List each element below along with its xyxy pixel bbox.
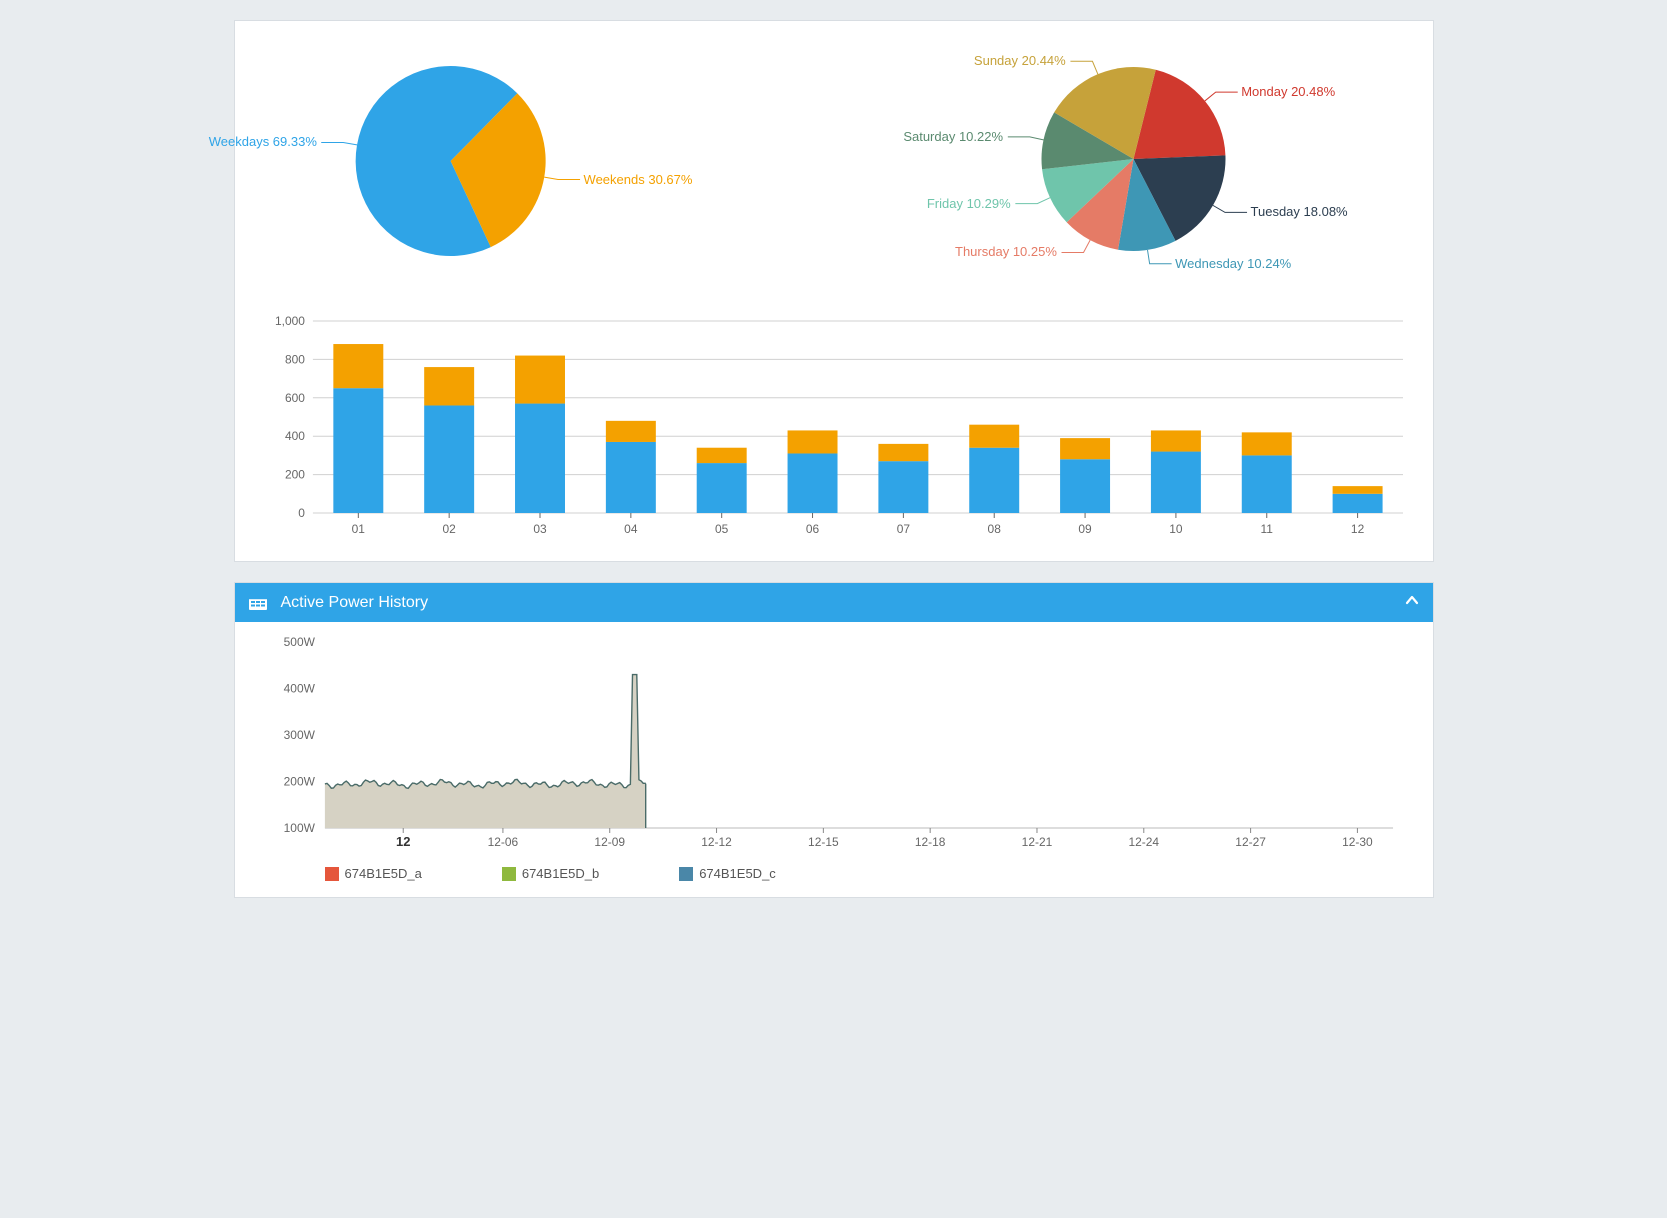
y-axis-label: 600 xyxy=(284,391,304,405)
x-axis-label: 12-30 xyxy=(1342,835,1373,849)
pie-slice-label: Sunday 20.44% xyxy=(974,53,1066,68)
x-axis-label: 04 xyxy=(624,522,638,536)
collapse-icon[interactable] xyxy=(1405,593,1419,612)
legend-item[interactable]: 674B1E5D_c xyxy=(679,866,776,881)
x-axis-label: 12-06 xyxy=(487,835,518,849)
legend-item[interactable]: 674B1E5D_b xyxy=(502,866,599,881)
pie-weekdays-weekends: Weekdays 69.33%Weekends 30.67% xyxy=(235,41,834,281)
area-fill xyxy=(324,675,645,828)
bar-segment[interactable] xyxy=(878,461,928,513)
bar-segment[interactable] xyxy=(1150,430,1200,451)
monthly-bar-chart: 0 200 400 600 800 1,000 01 02 03 04 05 06 07 08 09 10 11… xyxy=(235,311,1433,561)
pie-slice-label: Friday 10.29% xyxy=(927,196,1011,211)
bar-segment[interactable] xyxy=(515,404,565,513)
x-axis-label: 09 xyxy=(1078,522,1092,536)
table-icon xyxy=(249,596,267,610)
bar-segment[interactable] xyxy=(333,344,383,388)
legend-swatch xyxy=(325,867,339,881)
x-axis-label: 07 xyxy=(896,522,910,536)
x-axis-label: 12-18 xyxy=(914,835,945,849)
pie-slice-label: Tuesday 18.08% xyxy=(1251,204,1348,219)
bar-segment[interactable] xyxy=(1332,486,1382,494)
bar-segment[interactable] xyxy=(1241,432,1291,455)
y-axis-label: 500W xyxy=(283,635,315,649)
x-axis-label: 12-27 xyxy=(1235,835,1266,849)
x-axis-label: 12-12 xyxy=(701,835,732,849)
x-axis-label: 05 xyxy=(715,522,729,536)
line-series xyxy=(324,675,645,789)
bar-segment[interactable] xyxy=(787,453,837,513)
pie-row: Weekdays 69.33%Weekends 30.67% Monday 20… xyxy=(235,21,1433,311)
legend-label: 674B1E5D_a xyxy=(345,866,422,881)
y-axis-label: 200 xyxy=(284,468,304,482)
x-axis-label: 10 xyxy=(1169,522,1183,536)
legend-label: 674B1E5D_b xyxy=(522,866,599,881)
y-axis-label: 400 xyxy=(284,429,304,443)
analytics-panel: Weekdays 69.33%Weekends 30.67% Monday 20… xyxy=(234,20,1434,562)
bar-segment[interactable] xyxy=(1241,455,1291,513)
x-axis-label: 12 xyxy=(1350,522,1364,536)
bar-segment[interactable] xyxy=(424,367,474,405)
y-axis-label: 200W xyxy=(283,774,315,788)
pie-slice-label: Wednesday 10.24% xyxy=(1175,256,1291,271)
x-axis-label: 12 xyxy=(396,834,410,849)
y-axis-label: 100W xyxy=(283,821,315,835)
legend-swatch xyxy=(502,867,516,881)
legend-swatch xyxy=(679,867,693,881)
x-axis-label: 08 xyxy=(987,522,1001,536)
pie-slice-label: Weekdays 69.33% xyxy=(209,134,317,149)
bar-segment[interactable] xyxy=(969,425,1019,448)
bar-segment[interactable] xyxy=(605,421,655,442)
bar-segment[interactable] xyxy=(696,448,746,463)
x-axis-label: 12-21 xyxy=(1021,835,1052,849)
bar-segment[interactable] xyxy=(424,405,474,513)
pie-slice-label: Monday 20.48% xyxy=(1241,84,1335,99)
panel-header: Active Power History xyxy=(235,583,1433,622)
x-axis-label: 12-15 xyxy=(808,835,839,849)
x-axis-label: 12-09 xyxy=(594,835,625,849)
bar-segment[interactable] xyxy=(605,442,655,513)
x-axis-label: 01 xyxy=(351,522,365,536)
y-axis-label: 1,000 xyxy=(274,314,304,328)
bar-segment[interactable] xyxy=(333,388,383,513)
bar-segment[interactable] xyxy=(787,430,837,453)
bar-segment[interactable] xyxy=(1060,459,1110,513)
bar-segment[interactable] xyxy=(1332,494,1382,513)
x-axis-label: 12-24 xyxy=(1128,835,1159,849)
power-history-legend: 674B1E5D_a 674B1E5D_b 674B1E5D_c xyxy=(235,854,1433,897)
y-axis-label: 300W xyxy=(283,728,315,742)
bar-segment[interactable] xyxy=(1060,438,1110,459)
y-axis-label: 800 xyxy=(284,352,304,366)
bar-segment[interactable] xyxy=(515,356,565,404)
y-axis-label: 0 xyxy=(298,506,305,520)
power-history-chart: 100W 200W 300W 400W 500W 12 12-06 12-09 12-12 12-… xyxy=(235,622,1433,854)
y-axis-label: 400W xyxy=(283,681,315,695)
x-axis-label: 02 xyxy=(442,522,456,536)
bar-segment[interactable] xyxy=(878,444,928,461)
x-axis-label: 03 xyxy=(533,522,547,536)
bar-segment[interactable] xyxy=(969,448,1019,513)
panel-title: Active Power History xyxy=(281,594,1405,612)
bar-segment[interactable] xyxy=(1150,452,1200,513)
legend-label: 674B1E5D_c xyxy=(699,866,776,881)
power-history-panel: Active Power History 100W 200W 300W 400W 500… xyxy=(234,582,1434,898)
x-axis-label: 06 xyxy=(805,522,819,536)
pie-slice-label: Thursday 10.25% xyxy=(955,244,1057,259)
legend-item[interactable]: 674B1E5D_a xyxy=(325,866,422,881)
x-axis-label: 11 xyxy=(1260,522,1273,536)
pie-slice-label: Saturday 10.22% xyxy=(903,129,1003,144)
pie-days-of-week: Monday 20.48% Tuesday 18.08% Wednesday 10.… xyxy=(834,41,1433,281)
bar-segment[interactable] xyxy=(696,463,746,513)
pie-slice-label: Weekends 30.67% xyxy=(584,172,693,187)
